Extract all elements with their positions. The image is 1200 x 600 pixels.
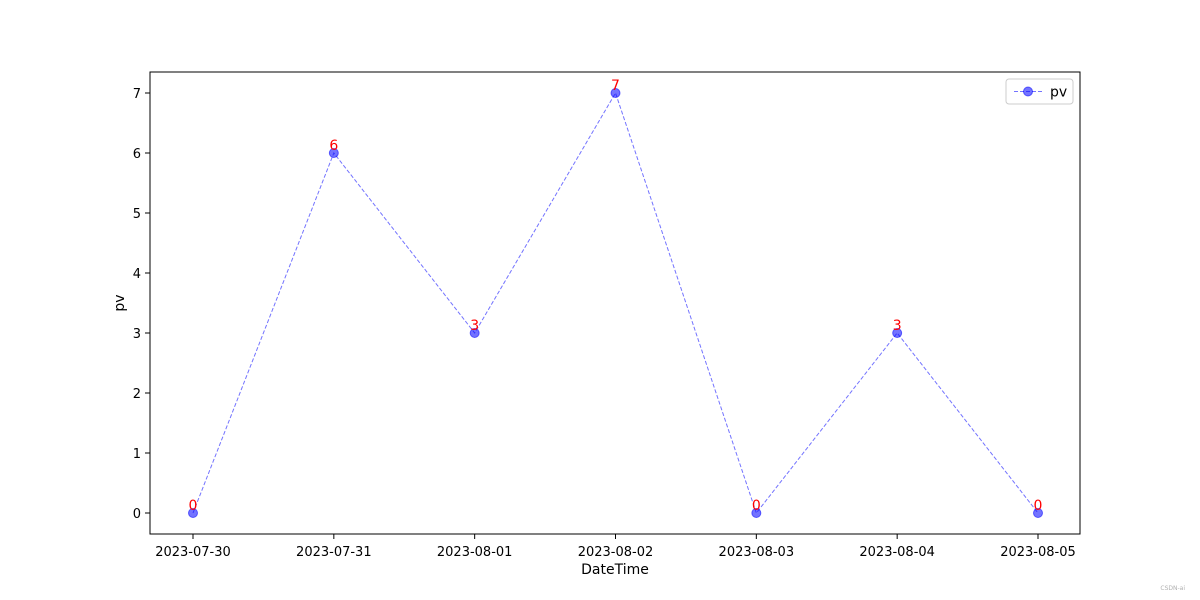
data-point bbox=[1033, 508, 1043, 518]
watermark-text: CSDN-ai bbox=[1160, 585, 1185, 592]
x-tick-label: 2023-08-05 bbox=[1000, 545, 1076, 560]
data-labels: 0 6 3 7 0 3 0 bbox=[189, 78, 1043, 514]
x-tick-label: 2023-08-03 bbox=[719, 545, 795, 560]
data-point bbox=[328, 148, 339, 158]
series-line-pv bbox=[192, 91, 1039, 515]
data-label: 3 bbox=[893, 318, 902, 334]
y-tick-label: 2 bbox=[133, 387, 141, 402]
data-label: 0 bbox=[752, 498, 761, 514]
legend: pv bbox=[1005, 78, 1074, 105]
x-tick-label: 2023-07-30 bbox=[155, 545, 231, 560]
data-label: 3 bbox=[470, 318, 479, 334]
y-tick-label: 4 bbox=[133, 267, 141, 282]
data-label: 7 bbox=[611, 78, 620, 94]
y-tick-label: 5 bbox=[133, 207, 141, 222]
data-point bbox=[751, 508, 762, 518]
data-point bbox=[188, 508, 198, 518]
legend-marker bbox=[1023, 86, 1033, 97]
x-tick-label: 2023-08-01 bbox=[437, 545, 513, 560]
x-axis-label: DateTime bbox=[581, 562, 649, 578]
data-point bbox=[469, 328, 480, 338]
plot-frame bbox=[149, 71, 1081, 535]
y-axis: 0 1 2 3 4 5 6 7 bbox=[133, 87, 150, 522]
data-point bbox=[610, 88, 621, 98]
y-tick-label: 1 bbox=[133, 447, 141, 462]
data-label: 0 bbox=[189, 498, 198, 514]
data-label: 6 bbox=[329, 138, 338, 154]
y-tick-label: 0 bbox=[133, 507, 141, 522]
y-tick-label: 7 bbox=[133, 87, 141, 102]
x-axis: 2023-07-30 2023-07-31 2023-08-01 2023-08-02… bbox=[155, 534, 1076, 560]
data-point bbox=[892, 328, 903, 338]
plot-area bbox=[149, 71, 1081, 535]
x-tick-label: 2023-08-04 bbox=[859, 545, 935, 560]
y-tick-label: 3 bbox=[133, 327, 141, 342]
data-label: 0 bbox=[1034, 498, 1043, 514]
x-tick-label: 2023-08-02 bbox=[578, 545, 654, 560]
series-layer bbox=[188, 88, 1043, 518]
legend-label: pv bbox=[1050, 85, 1067, 101]
x-tick-label: 2023-07-31 bbox=[296, 545, 372, 560]
y-tick-label: 6 bbox=[133, 147, 141, 162]
y-axis-label: pv bbox=[112, 294, 128, 311]
